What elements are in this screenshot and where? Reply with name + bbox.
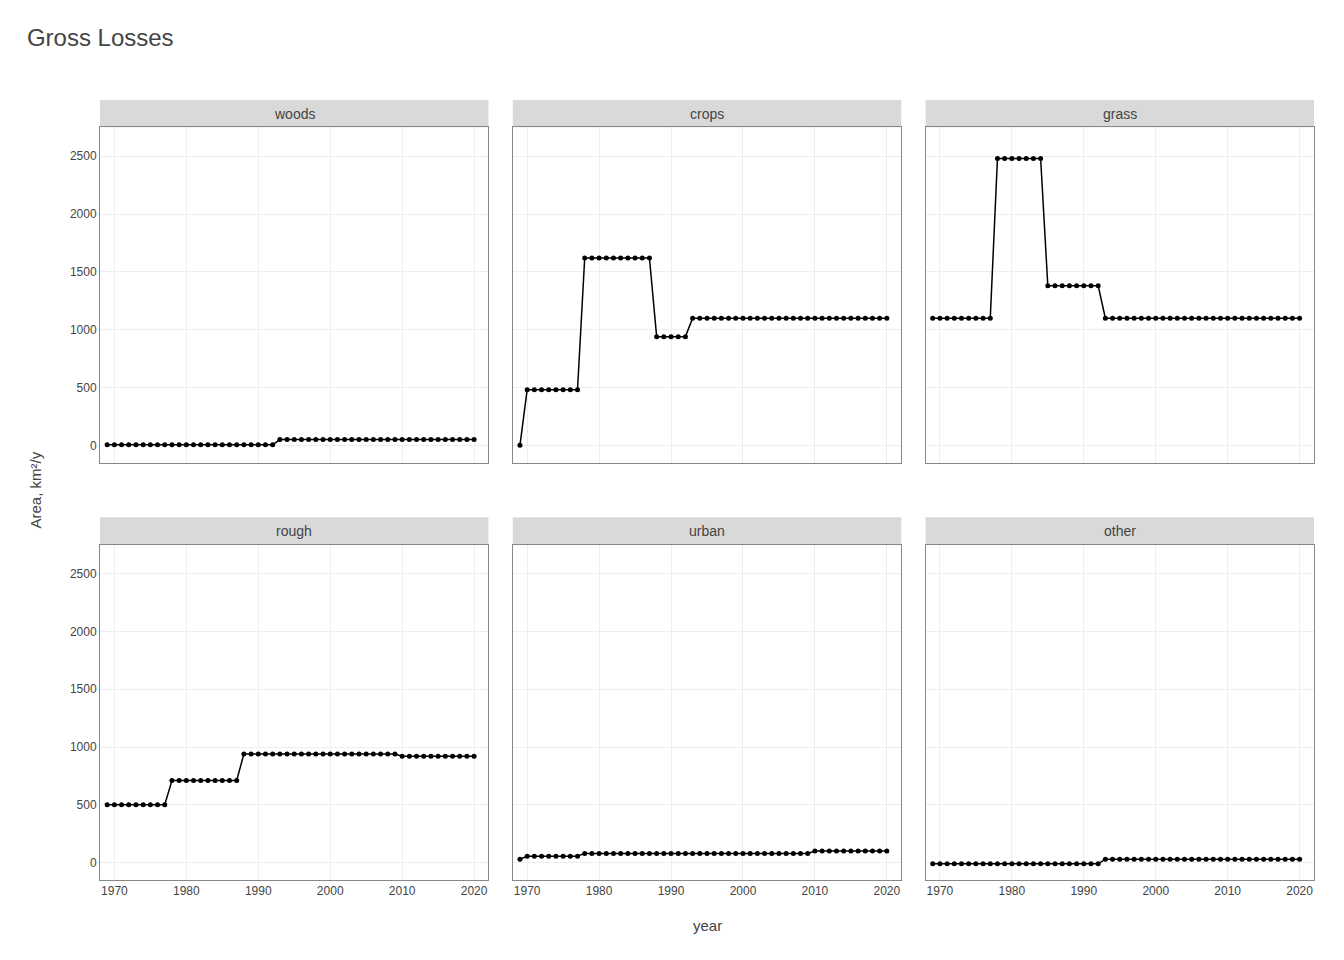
- svg-text:2500: 2500: [70, 149, 97, 163]
- svg-text:1000: 1000: [70, 740, 97, 754]
- svg-text:2010: 2010: [802, 884, 829, 898]
- svg-text:1980: 1980: [586, 884, 613, 898]
- svg-text:2010: 2010: [389, 884, 416, 898]
- svg-text:rough: rough: [276, 523, 312, 539]
- svg-text:1980: 1980: [173, 884, 200, 898]
- svg-text:2000: 2000: [70, 625, 97, 639]
- svg-text:2000: 2000: [1142, 884, 1169, 898]
- svg-text:1000: 1000: [70, 323, 97, 337]
- svg-text:1970: 1970: [927, 884, 954, 898]
- svg-text:1990: 1990: [245, 884, 272, 898]
- svg-text:2000: 2000: [317, 884, 344, 898]
- svg-text:2000: 2000: [70, 207, 97, 221]
- svg-text:2020: 2020: [1286, 884, 1313, 898]
- svg-text:Gross Losses: Gross Losses: [27, 24, 174, 51]
- svg-text:2020: 2020: [461, 884, 488, 898]
- svg-text:grass: grass: [1103, 106, 1137, 122]
- svg-text:year: year: [693, 917, 722, 934]
- svg-text:1990: 1990: [658, 884, 685, 898]
- svg-text:1970: 1970: [514, 884, 541, 898]
- svg-text:2020: 2020: [873, 884, 900, 898]
- svg-text:urban: urban: [689, 523, 725, 539]
- svg-text:1500: 1500: [70, 265, 97, 279]
- svg-text:1980: 1980: [998, 884, 1025, 898]
- svg-text:1990: 1990: [1070, 884, 1097, 898]
- svg-text:0: 0: [90, 439, 97, 453]
- svg-text:500: 500: [77, 381, 97, 395]
- svg-text:other: other: [1104, 523, 1136, 539]
- svg-text:1970: 1970: [101, 884, 128, 898]
- svg-text:Area, km²/y: Area, km²/y: [27, 451, 44, 528]
- svg-text:2000: 2000: [730, 884, 757, 898]
- svg-text:2500: 2500: [70, 567, 97, 581]
- svg-text:crops: crops: [690, 106, 724, 122]
- svg-text:0: 0: [90, 856, 97, 870]
- svg-text:2010: 2010: [1214, 884, 1241, 898]
- svg-text:woods: woods: [274, 106, 315, 122]
- svg-text:500: 500: [77, 798, 97, 812]
- svg-text:1500: 1500: [70, 682, 97, 696]
